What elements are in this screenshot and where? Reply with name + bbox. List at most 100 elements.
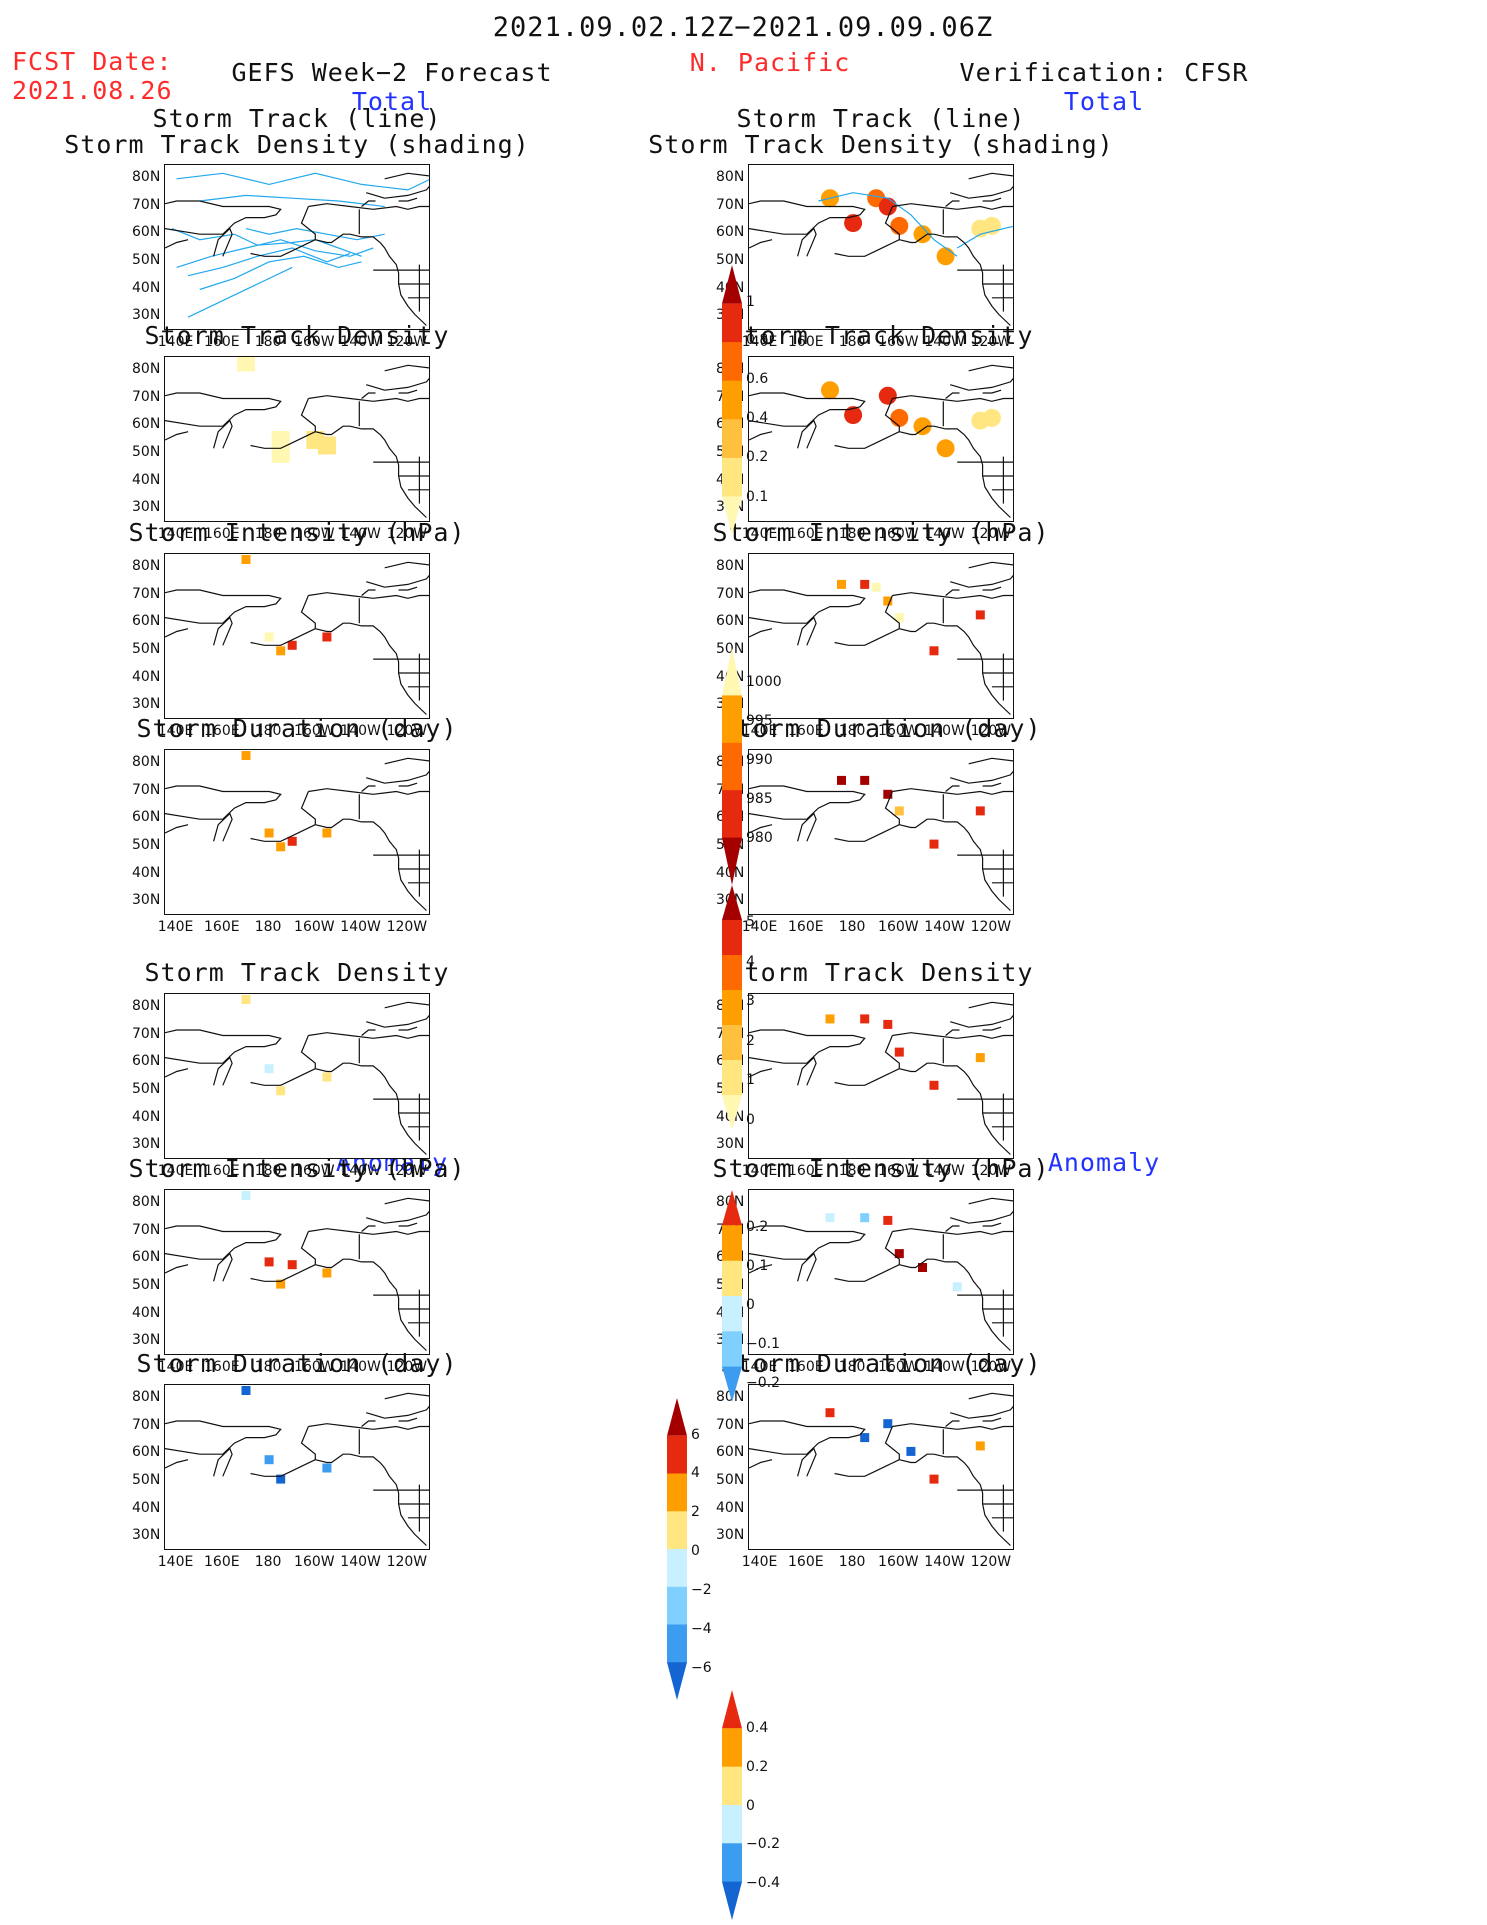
x-tick-label: 140E (741, 1163, 778, 1179)
data-cell (860, 579, 870, 589)
colorbar-tick-label: 0 (691, 1543, 700, 1559)
map-panel (748, 993, 1014, 1159)
x-tick-label: 140W (340, 723, 381, 739)
x-tick-label: 120W (386, 919, 428, 935)
panel-title: Storm Track Density (144, 321, 450, 350)
colorbar-tick-label: 0 (746, 1798, 755, 1814)
y-tick-label: 80N (716, 557, 745, 574)
colorbar-cell (667, 1511, 687, 1550)
colorbar-cell (722, 885, 742, 920)
colorbar-cell (667, 1586, 687, 1626)
colorbar-cell (667, 1398, 687, 1436)
colorbar-tick-label: 990 (746, 752, 773, 768)
y-tick-label: 60N (716, 224, 745, 241)
x-tick-label: 120W (970, 1554, 1012, 1570)
y-tick-label: 30N (132, 499, 161, 516)
panel-title: Storm Intensity (hPa) (128, 1154, 466, 1183)
x-tick-label: 160W (294, 526, 335, 542)
map-panel (164, 553, 430, 719)
x-tick-label: 160W (294, 1359, 335, 1375)
data-cell (883, 596, 893, 606)
storm-track-line (176, 172, 429, 191)
data-cell (936, 247, 955, 266)
x-tick-label: 160E (204, 526, 240, 542)
x-tick-label: 160W (294, 1554, 335, 1570)
panel-title: Storm Track Density (728, 958, 1034, 987)
colorbar-tick-label: −0.2 (746, 1375, 780, 1391)
x-tick-label: 140W (924, 1554, 965, 1570)
colorbar-cell (722, 1060, 742, 1096)
data-cell (837, 579, 846, 589)
colorbar-cell (722, 1095, 742, 1130)
y-tick-label: 70N (132, 196, 161, 213)
data-cell (844, 214, 863, 233)
x-tick-label: 140W (340, 1163, 381, 1179)
panel-title-line2: Storm Track Density (shading) (648, 130, 1114, 159)
x-tick-label: 140E (741, 1359, 778, 1375)
data-cell (287, 1260, 297, 1270)
data-cell (322, 828, 332, 838)
colorbar-tick-label: 980 (746, 830, 773, 846)
panel-title-line1: Storm Track (line) (152, 104, 442, 133)
panel-title: Storm Intensity (hPa) (128, 518, 466, 547)
x-tick-label: 160W (878, 1163, 919, 1179)
data-cell (913, 225, 932, 244)
x-tick-label: 120W (386, 1163, 428, 1179)
y-tick-label: 60N (132, 1444, 161, 1461)
x-tick-label: 160W (878, 723, 919, 739)
storm-track-line (199, 255, 362, 291)
data-cell (241, 751, 251, 760)
x-tick-label: 180 (838, 1554, 866, 1570)
colorbar-tick-label: −0.4 (746, 1875, 780, 1891)
x-tick-label: 160W (294, 919, 335, 935)
y-tick-label: 70N (716, 196, 745, 213)
y-tick-label: 70N (132, 388, 161, 405)
y-tick-label: 70N (132, 585, 161, 602)
x-tick-label: 160W (878, 526, 919, 542)
colorbar-tick-label: 0 (746, 1297, 755, 1313)
data-cell (894, 613, 904, 623)
x-tick-label: 180 (838, 919, 866, 935)
map-panel (164, 1189, 430, 1355)
colorbar (722, 885, 742, 1130)
storm-track-line (176, 239, 374, 268)
y-tick-label: 50N (716, 640, 745, 657)
data-cell (883, 1419, 893, 1429)
storm-track-line (818, 192, 958, 257)
data-cell (287, 640, 297, 650)
data-cell (878, 386, 897, 405)
x-tick-label: 120W (386, 526, 428, 542)
colorbar-tick-label: 1 (746, 294, 755, 310)
data-cell (952, 1282, 962, 1292)
data-cell (975, 1053, 985, 1063)
x-tick-label: 120W (386, 334, 428, 350)
y-tick-label: 80N (716, 168, 745, 185)
x-tick-label: 160E (788, 526, 824, 542)
x-tick-label: 180 (254, 526, 282, 542)
data-cell (276, 842, 286, 852)
x-tick-label: 120W (386, 723, 428, 739)
colorbar-tick-label: 985 (746, 791, 773, 807)
y-tick-label: 70N (132, 781, 161, 798)
colorbar-tick-label: 2 (691, 1504, 700, 1520)
data-cell (929, 1080, 939, 1090)
colorbar-tick-label: 0.4 (746, 410, 769, 426)
colorbar-tick-label: 995 (746, 713, 773, 729)
y-tick-label: 80N (132, 1193, 161, 1210)
data-cell (264, 1064, 274, 1074)
y-tick-label: 60N (132, 613, 161, 630)
data-cell (264, 632, 274, 642)
y-tick-label: 30N (132, 307, 161, 324)
data-cell (837, 775, 846, 785)
data-cell (241, 995, 251, 1004)
colorbar-cell (722, 457, 742, 498)
data-cell (982, 408, 1001, 427)
x-tick-label: 180 (254, 723, 282, 739)
map-panel (164, 749, 430, 915)
x-tick-label: 160W (294, 1163, 335, 1179)
y-tick-label: 60N (132, 1249, 161, 1266)
x-tick-label: 160E (788, 1163, 824, 1179)
colorbar-tick-label: 3 (746, 993, 755, 1009)
map-panel (164, 1384, 430, 1550)
x-tick-label: 160E (204, 1554, 240, 1570)
